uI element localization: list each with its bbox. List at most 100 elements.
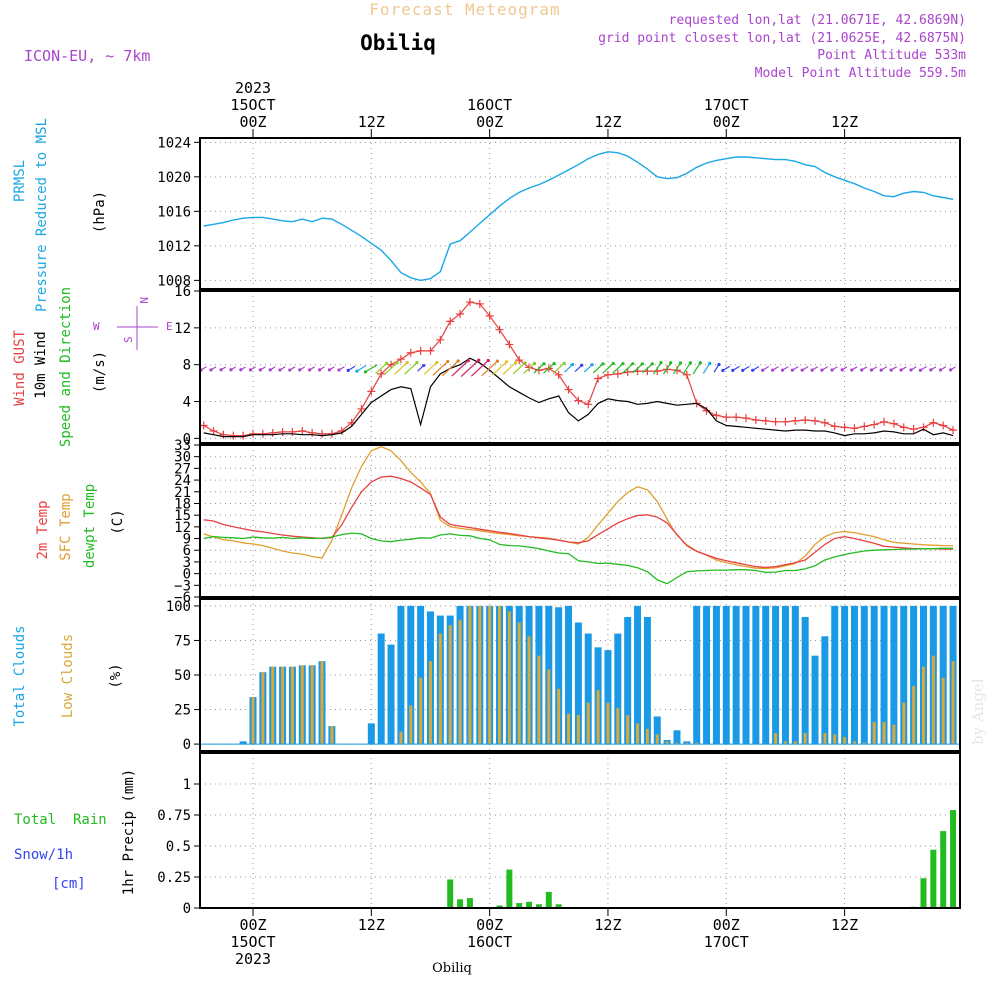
wind-barb (612, 362, 625, 374)
wind-barb (672, 361, 683, 375)
gust-point (268, 428, 277, 437)
wind-barb (432, 359, 450, 376)
wind-barb (492, 360, 509, 376)
wind-barb-shaft (632, 363, 643, 374)
panel-bg (200, 138, 960, 289)
time-tick-label: 12Z (358, 113, 385, 131)
gust-point (416, 346, 425, 355)
gust-point (456, 310, 465, 319)
wind-barb-head (422, 363, 426, 368)
gust-point (426, 346, 435, 355)
time-tick-label: 17OCT (704, 96, 749, 114)
footer-station: Obiliq (432, 961, 472, 976)
wind-barb-head (899, 368, 903, 372)
gust-point (860, 422, 869, 431)
wind-barb-shaft (394, 362, 408, 375)
low-cloud-bar (695, 742, 699, 745)
wind-barb-head (209, 368, 213, 372)
wind-barb (308, 366, 315, 372)
header: Forecast Meteogram Obiliq ICON-EU, ~ 7km… (24, 0, 987, 976)
gust-point (850, 424, 859, 433)
total-cloud-bar (831, 605, 839, 745)
low-cloud-bar (537, 655, 541, 745)
gust-point (485, 311, 494, 320)
wind-barb-head (415, 361, 419, 365)
gust-point (840, 423, 849, 432)
rain-bar (496, 905, 503, 908)
rain-label: Total Rain (14, 812, 107, 828)
wind-barb-shaft (692, 362, 701, 375)
total-cloud-bar (387, 644, 395, 745)
wind-barb (543, 361, 556, 374)
low-cloud-bar (941, 677, 945, 745)
panel-labels: PRMSL Pressure Reduced to MSL (hPa) Wind… (12, 118, 173, 895)
wind-barb-shaft (451, 360, 469, 377)
wind-barb-head (504, 360, 509, 364)
total-cloud-bar (624, 616, 632, 745)
station-title: Obiliq (360, 31, 436, 55)
y-tick-label: 1020 (157, 170, 191, 186)
wind-barb-shaft (622, 363, 634, 374)
wind-barb (850, 366, 858, 372)
gust-point (258, 429, 267, 438)
gust-point (702, 406, 711, 415)
gust-point (396, 355, 405, 364)
low-cloud-bar (507, 611, 511, 745)
wind-barb-head (571, 362, 575, 367)
wind-barb-head (761, 368, 765, 372)
wind-barb (355, 365, 367, 373)
y-tick-label: −3 (174, 578, 191, 594)
clouds-unit: (%) (108, 663, 124, 688)
total-cloud-bar (821, 636, 829, 745)
wind-barb-shaft (481, 360, 498, 377)
total-clouds-label: Total Clouds (12, 625, 28, 726)
rain-bar (930, 849, 937, 908)
gust-point (870, 420, 879, 429)
wind-barb-head (631, 362, 635, 366)
total-cloud-bar (939, 605, 947, 745)
wind-barb (592, 362, 605, 374)
wind-barb-shaft (384, 362, 398, 375)
wind-barb-head (395, 361, 399, 365)
wind-barb-head (780, 368, 785, 372)
low-cloud-bar (833, 734, 837, 745)
gust-point (889, 419, 898, 428)
time-tick-label: 15OCT (230, 96, 275, 114)
gust-point (515, 356, 524, 365)
pressure-label-1: PRMSL (12, 160, 28, 202)
gust-point (771, 417, 780, 426)
wind-barb-head (258, 368, 262, 372)
wind-barb (721, 365, 731, 373)
wind-barb (317, 366, 325, 372)
panel-wind: 0 4 8 12 16 (174, 284, 961, 447)
wind-barb (523, 361, 537, 374)
wind-barb (423, 360, 439, 375)
gust-point (899, 423, 908, 432)
rain-bar (535, 904, 542, 908)
wind-barb-head (800, 368, 804, 372)
low-cloud-bar (892, 724, 896, 745)
time-tick-label: 12Z (831, 113, 858, 131)
rain-bar (920, 878, 927, 908)
wind-barb-head (248, 368, 253, 372)
wind10-line (203, 357, 954, 438)
time-tick-label: 16OCT (467, 933, 512, 951)
wind-barb-shaft (602, 363, 614, 374)
wind-dir-label: Speed and Direction (58, 287, 74, 447)
low-cloud-bar (300, 665, 304, 745)
time-tick-label: 00Z (713, 916, 740, 934)
wind-barb-shaft (356, 365, 367, 372)
wind-barb-shaft (404, 362, 418, 375)
wind-barb-head (346, 368, 350, 373)
wind-barb-head (456, 359, 460, 363)
gust-point (820, 418, 829, 427)
low-cloud-bar (428, 661, 432, 745)
low-cloud-bar (685, 742, 689, 745)
total-cloud-bar (584, 633, 592, 745)
y-tick-label: 100 (166, 599, 191, 615)
low-cloud-bar (557, 688, 561, 745)
wind-barb-head (717, 362, 721, 367)
